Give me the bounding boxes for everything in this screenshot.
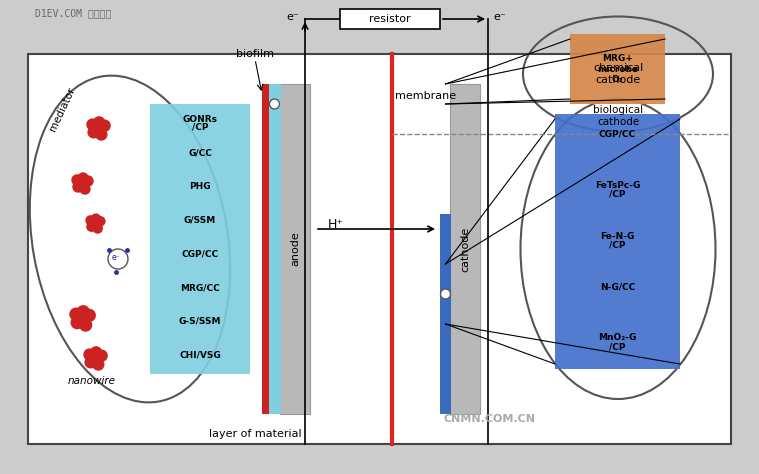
- Bar: [262, 84, 269, 414]
- Circle shape: [93, 117, 105, 128]
- Text: cathode: cathode: [460, 227, 470, 272]
- Text: anode: anode: [290, 232, 300, 266]
- Circle shape: [72, 175, 82, 185]
- Text: mediator: mediator: [48, 85, 77, 133]
- Circle shape: [77, 179, 87, 189]
- Circle shape: [93, 224, 102, 233]
- Circle shape: [70, 308, 82, 320]
- Circle shape: [269, 99, 279, 109]
- Circle shape: [93, 359, 104, 370]
- Text: e⁻: e⁻: [287, 12, 299, 22]
- Text: e⁻: e⁻: [493, 12, 506, 22]
- Text: CGP/CC: CGP/CC: [599, 129, 636, 138]
- Circle shape: [83, 310, 95, 321]
- Text: layer of material: layer of material: [209, 429, 301, 439]
- Circle shape: [108, 249, 128, 269]
- Circle shape: [77, 306, 90, 318]
- Text: /CP: /CP: [609, 190, 625, 199]
- Circle shape: [78, 173, 88, 183]
- Bar: [28, 54, 731, 444]
- Circle shape: [85, 357, 96, 368]
- Circle shape: [93, 124, 103, 135]
- Text: G-S/SSM: G-S/SSM: [179, 317, 222, 326]
- Bar: [570, 34, 665, 104]
- Circle shape: [96, 217, 105, 226]
- Text: N-G/CC: N-G/CC: [600, 283, 635, 292]
- Text: MRG+
microbe
O₂: MRG+ microbe O₂: [597, 54, 638, 84]
- Text: resistor: resistor: [369, 14, 411, 24]
- Bar: [280, 84, 310, 414]
- Circle shape: [84, 349, 95, 360]
- Circle shape: [88, 127, 99, 138]
- Bar: [340, 9, 440, 29]
- Circle shape: [83, 176, 93, 186]
- Bar: [555, 114, 680, 369]
- Circle shape: [80, 319, 92, 331]
- Circle shape: [99, 120, 110, 131]
- Circle shape: [91, 214, 100, 223]
- Circle shape: [90, 347, 102, 358]
- Text: FeTsPc-G: FeTsPc-G: [595, 181, 640, 190]
- Circle shape: [73, 182, 83, 192]
- Bar: [440, 214, 451, 414]
- Circle shape: [96, 350, 107, 361]
- Circle shape: [76, 313, 88, 325]
- Text: D1EV.COM 第一电动: D1EV.COM 第一电动: [35, 8, 112, 18]
- Circle shape: [440, 289, 451, 299]
- Text: chemical
cathode: chemical cathode: [593, 63, 643, 85]
- Circle shape: [96, 129, 107, 140]
- Circle shape: [71, 317, 83, 328]
- Text: membrane: membrane: [395, 91, 456, 101]
- Text: CNMN.COM.CN: CNMN.COM.CN: [444, 414, 536, 424]
- Circle shape: [87, 222, 96, 231]
- Circle shape: [80, 184, 90, 194]
- Circle shape: [86, 216, 95, 225]
- Text: /CP: /CP: [192, 122, 208, 131]
- Text: G/SSM: G/SSM: [184, 216, 216, 225]
- Text: G/CC: G/CC: [188, 148, 212, 157]
- Text: Fe-N-G: Fe-N-G: [600, 231, 635, 240]
- Text: MRG/CC: MRG/CC: [180, 283, 220, 292]
- Bar: [450, 84, 480, 414]
- Circle shape: [87, 119, 98, 130]
- Text: e⁻: e⁻: [112, 253, 121, 262]
- Text: H⁺: H⁺: [328, 218, 344, 230]
- Circle shape: [90, 219, 99, 228]
- Text: /CP: /CP: [609, 240, 625, 249]
- Text: GONRs: GONRs: [182, 115, 218, 124]
- Circle shape: [90, 354, 100, 365]
- Bar: [268, 84, 281, 414]
- Text: PHG: PHG: [189, 182, 211, 191]
- Text: biological
cathode: biological cathode: [593, 105, 643, 127]
- Text: CGP/CC: CGP/CC: [181, 249, 219, 258]
- Text: CHI/VSG: CHI/VSG: [179, 351, 221, 360]
- Text: MnO₂-G: MnO₂-G: [598, 334, 637, 343]
- Text: /CP: /CP: [609, 343, 625, 352]
- Text: nanowire: nanowire: [68, 376, 116, 386]
- Bar: [150, 104, 250, 374]
- Text: biofilm: biofilm: [236, 49, 274, 59]
